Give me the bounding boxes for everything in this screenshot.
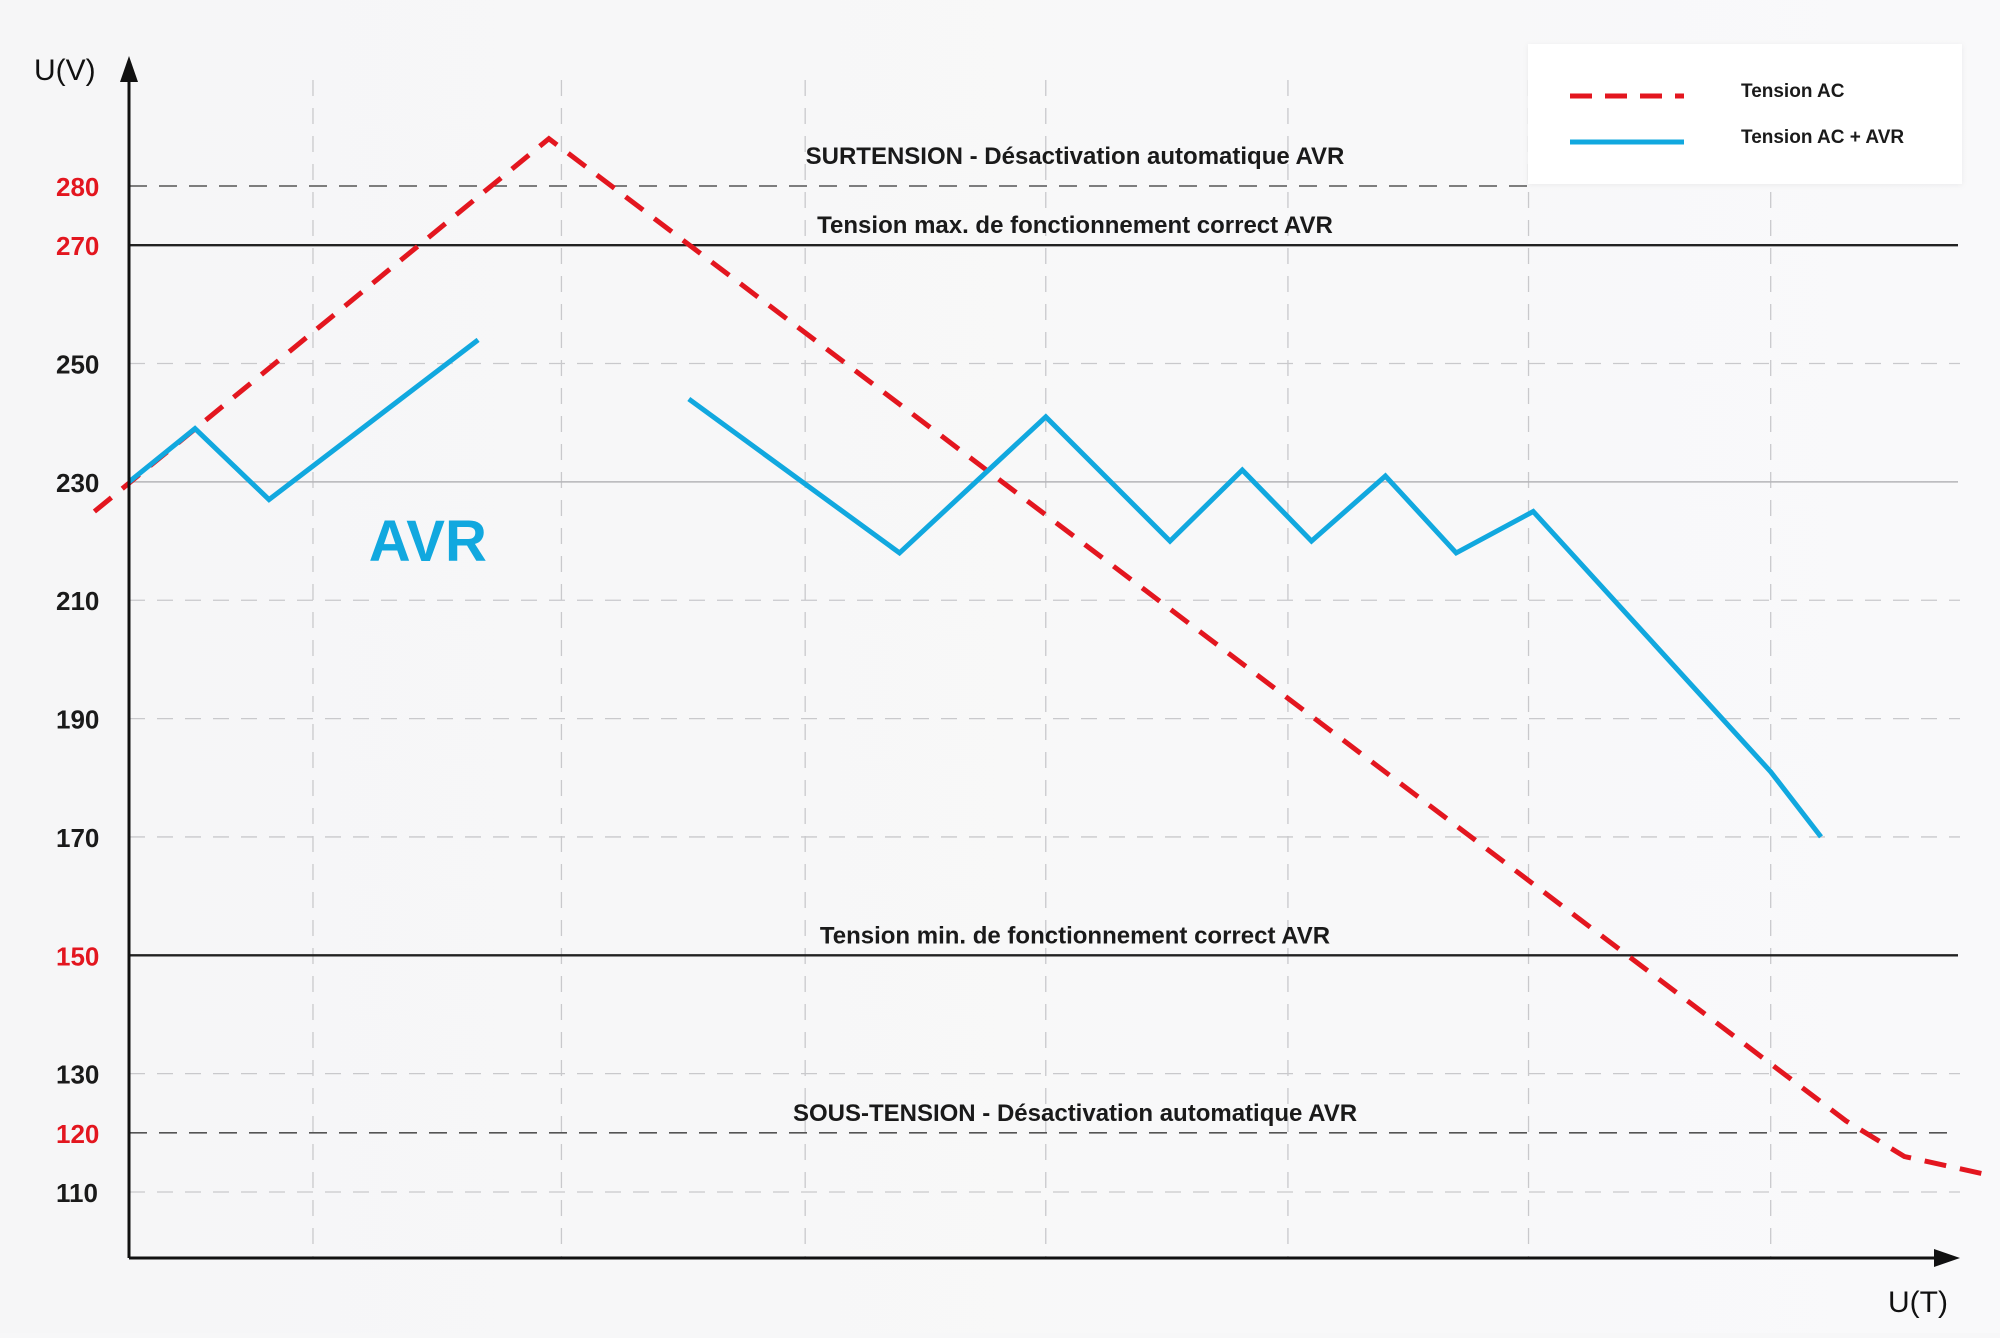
y-tick-label: 110: [56, 1178, 98, 1208]
legend-label-tension-ac: Tension AC: [1741, 81, 1845, 102]
y-tick-label: 250: [56, 350, 99, 380]
y-axis-label: U(V): [34, 54, 96, 87]
legend-label-tension-ac-avr: Tension AC + AVR: [1741, 127, 1904, 148]
y-tick-label: 120: [56, 1119, 99, 1149]
y-tick-label: 130: [56, 1060, 99, 1090]
series-line-tension-ac-avr-segment-0: [127, 337, 480, 503]
y-tick-label: 270: [56, 231, 99, 261]
x-axis-label: U(T): [1888, 1286, 1948, 1319]
y-tick-label: 190: [56, 705, 99, 735]
series-lines: [92, 135, 1986, 1177]
reference-lines: [129, 185, 1958, 1134]
legend-box: [1528, 44, 1962, 184]
x-axis-arrow-icon: [1934, 1249, 1960, 1267]
reference-labels: SURTENSION - Désactivation automatique A…: [793, 143, 1357, 1127]
axes: U(V) U(T): [34, 54, 1960, 1319]
series-line-tension-ac-segment-0: [92, 135, 1986, 1177]
annotations: AVR: [369, 509, 487, 574]
annotation-avr: AVR: [369, 509, 487, 574]
y-tick-label: 280: [56, 172, 99, 202]
y-axis-arrow-icon: [120, 56, 138, 82]
reference-label-sous-tension: SOUS-TENSION - Désactivation automatique…: [793, 1100, 1357, 1127]
y-tick-label: 230: [56, 468, 99, 498]
gridlines: [129, 80, 1960, 1258]
y-tick-label: 170: [56, 823, 99, 853]
reference-label-max: Tension max. de fonctionnement correct A…: [817, 212, 1333, 239]
legend: Tension AC Tension AC + AVR: [1528, 44, 1962, 184]
y-tick-labels: 280 270 250 230 210 190 170 150 130 120 110: [56, 172, 99, 1208]
y-tick-label: 210: [56, 586, 99, 616]
series-line-tension-ac-avr-segment-1: [687, 396, 1823, 839]
reference-label-surtension: SURTENSION - Désactivation automatique A…: [806, 143, 1345, 170]
reference-label-min: Tension min. de fonctionnement correct A…: [820, 922, 1330, 949]
y-tick-label: 150: [56, 941, 99, 971]
